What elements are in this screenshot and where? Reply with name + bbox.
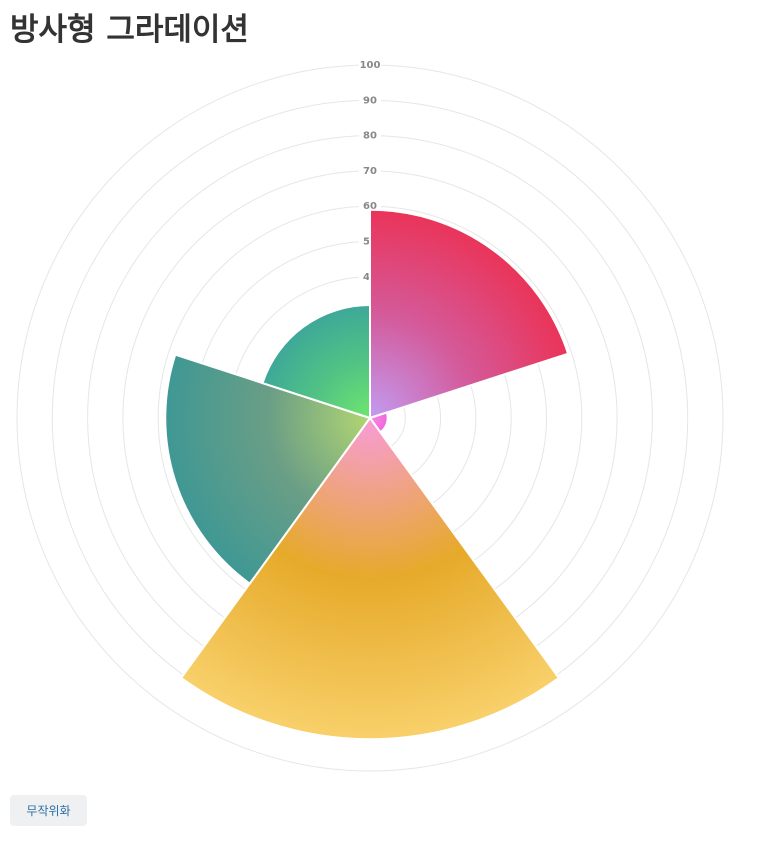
r-tick-label: 100 xyxy=(360,60,381,71)
polar-wedge xyxy=(369,208,570,420)
polar-wedge xyxy=(164,353,372,586)
page-title: 방사형 그라데이션 xyxy=(10,12,249,48)
polar-wedge xyxy=(261,304,371,420)
r-tick-label: 90 xyxy=(363,95,377,106)
chart: 102030405060708090100 xyxy=(16,59,724,772)
r-tick-label: 80 xyxy=(363,131,377,142)
polar-wedge xyxy=(179,416,561,741)
r-tick-label: 60 xyxy=(363,201,377,212)
r-tick-label: 70 xyxy=(363,166,377,177)
randomize-button[interactable]: 무작위화 xyxy=(10,795,87,826)
